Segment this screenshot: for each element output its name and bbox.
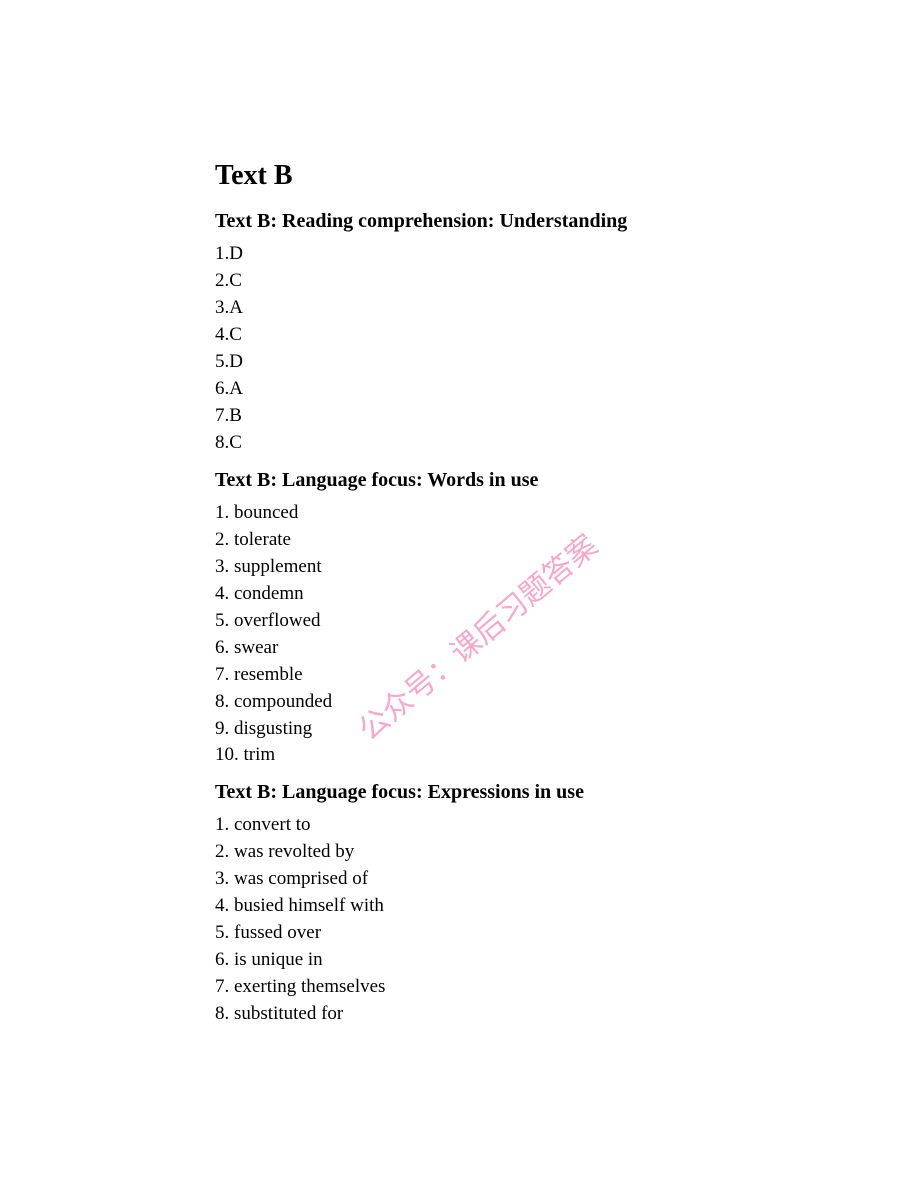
- answer-line: 3. was comprised of: [215, 866, 920, 893]
- answer-line: 8. substituted for: [215, 1001, 920, 1028]
- section-title: Text B: Language focus: Words in use: [215, 469, 920, 492]
- answer-line: 1. convert to: [215, 812, 920, 839]
- answer-line: 6. swear: [215, 635, 920, 662]
- answer-line: 3. supplement: [215, 554, 920, 581]
- main-title: Text B: [215, 160, 920, 192]
- answer-line: 5.D: [215, 349, 920, 376]
- answer-line: 4.C: [215, 322, 920, 349]
- answer-line: 2. was revolted by: [215, 839, 920, 866]
- section-title: Text B: Language focus: Expressions in u…: [215, 781, 920, 804]
- answer-line: 2.C: [215, 268, 920, 295]
- answer-line: 6.A: [215, 376, 920, 403]
- sections-container: Text B: Reading comprehension: Understan…: [215, 210, 920, 1028]
- answer-line: 10. trim: [215, 742, 920, 769]
- answer-line: 7.B: [215, 403, 920, 430]
- answer-line: 2. tolerate: [215, 527, 920, 554]
- answer-line: 4. busied himself with: [215, 893, 920, 920]
- answer-line: 3.A: [215, 295, 920, 322]
- answer-line: 5. overflowed: [215, 608, 920, 635]
- answer-line: 9. disgusting: [215, 716, 920, 743]
- answer-line: 8. compounded: [215, 689, 920, 716]
- answer-line: 6. is unique in: [215, 947, 920, 974]
- answer-line: 1.D: [215, 241, 920, 268]
- answer-line: 8.C: [215, 430, 920, 457]
- answer-line: 7. resemble: [215, 662, 920, 689]
- section-title: Text B: Reading comprehension: Understan…: [215, 210, 920, 233]
- answer-line: 1. bounced: [215, 500, 920, 527]
- answer-line: 4. condemn: [215, 581, 920, 608]
- page-content: Text B Text B: Reading comprehension: Un…: [0, 0, 920, 1028]
- answer-line: 7. exerting themselves: [215, 974, 920, 1001]
- answer-line: 5. fussed over: [215, 920, 920, 947]
